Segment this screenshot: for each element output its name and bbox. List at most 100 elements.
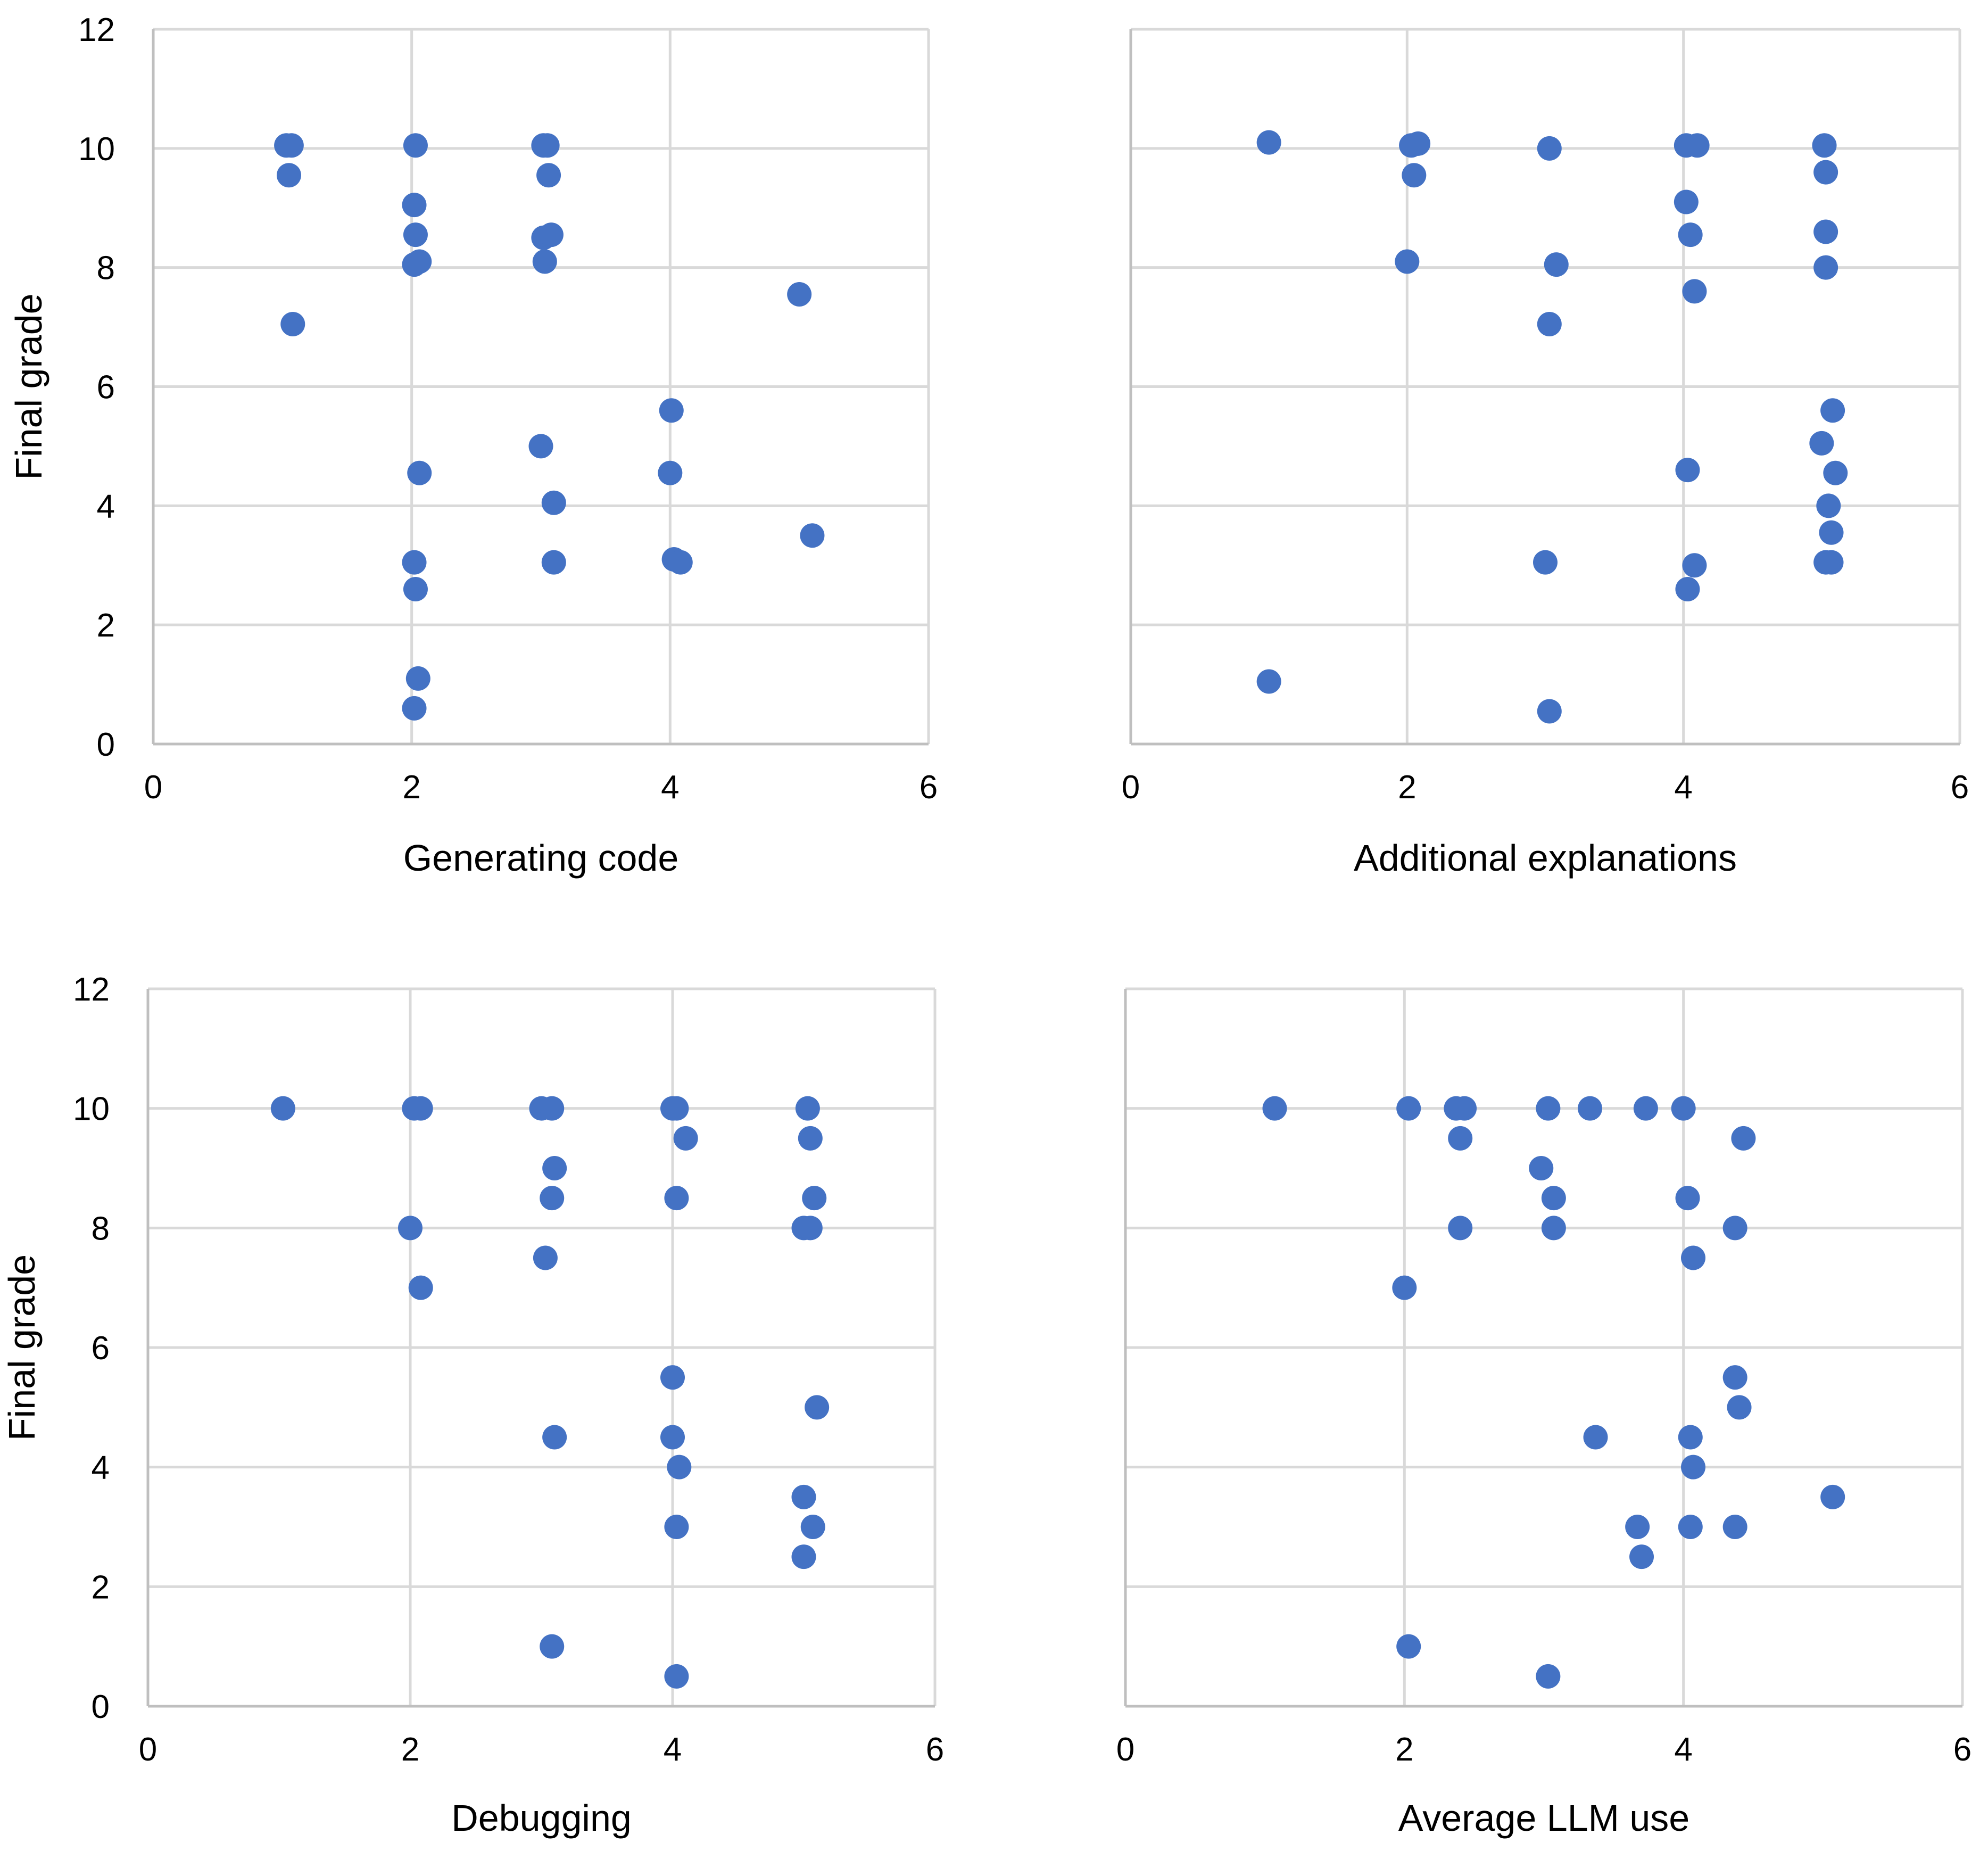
data-point [535, 133, 560, 158]
x-tick-label: 0 [1116, 1731, 1134, 1768]
data-point [1819, 550, 1844, 575]
data-point [540, 1634, 565, 1659]
x-axis-title: Additional explanations [1354, 837, 1737, 879]
data-point [540, 1186, 565, 1211]
data-point [1625, 1515, 1650, 1539]
chart-panel-2: 0 2 4 6 Additional explanations [1122, 28, 1969, 879]
data-point [791, 1544, 816, 1569]
x-tick-label: 0 [1122, 769, 1140, 806]
data-point [528, 434, 553, 459]
data-point [1681, 1455, 1706, 1480]
data-point [1448, 1216, 1473, 1241]
data-point [1678, 1425, 1703, 1450]
y-tick-label: 12 [78, 12, 115, 48]
data-point [659, 398, 684, 423]
x-tick-label: 2 [1398, 769, 1416, 806]
chart-panel-1: 0 2 4 6 0 2 4 6 8 10 12 Generating code Final grade [8, 12, 938, 879]
x-tick-label: 6 [926, 1731, 944, 1768]
x-tick-label: 4 [661, 769, 679, 806]
data-point [279, 133, 304, 158]
y-tick-label: 4 [97, 488, 115, 525]
data-point [1820, 1484, 1845, 1509]
data-point [1819, 520, 1844, 545]
data-point [1682, 553, 1707, 578]
data-point [1529, 1156, 1554, 1180]
data-point [398, 1216, 423, 1241]
data-point [1722, 1365, 1747, 1390]
data-point [1813, 219, 1838, 244]
y-tick-label: 10 [73, 1091, 110, 1128]
x-tick-label: 2 [1395, 1731, 1413, 1768]
data-point [1675, 1186, 1700, 1211]
data-point [1813, 160, 1838, 185]
data-point [1537, 699, 1562, 724]
x-axis-title: Debugging [451, 1797, 632, 1839]
data-point [664, 1186, 689, 1211]
data-point [798, 1126, 823, 1151]
data-point [660, 1365, 685, 1390]
data-point [270, 1096, 295, 1121]
data-point [1675, 577, 1700, 602]
data-point [1544, 252, 1569, 277]
data-point [660, 1425, 685, 1450]
data-point [1406, 131, 1431, 156]
data-point [541, 550, 566, 575]
data-point [1262, 1096, 1287, 1121]
data-point [1675, 458, 1700, 483]
data-point [1448, 1126, 1473, 1151]
data-point [1731, 1126, 1756, 1151]
data-point [791, 1484, 816, 1509]
data-point [540, 1096, 565, 1121]
data-point [1820, 398, 1845, 423]
data-point [1678, 222, 1703, 247]
data-point [1809, 431, 1834, 456]
data-point [664, 1664, 689, 1689]
x-tick-label: 4 [664, 1731, 682, 1768]
data-point [795, 1096, 820, 1121]
chart-panel-4: 0 2 4 6 Average LLM use [1116, 987, 1972, 1839]
data-point [1396, 1634, 1421, 1659]
data-point [1583, 1425, 1608, 1450]
data-point [533, 1245, 558, 1270]
data-point [539, 222, 564, 247]
x-tick-label: 4 [1674, 769, 1692, 806]
data-point [658, 460, 683, 485]
x-axis-title: Generating code [403, 837, 679, 879]
data-point [802, 1186, 827, 1211]
data-point [667, 1455, 692, 1480]
data-point [1533, 550, 1558, 575]
data-point [541, 490, 566, 515]
data-point [408, 1096, 433, 1121]
data-point [1671, 1096, 1696, 1121]
data-point [1681, 1245, 1706, 1270]
data-point [1402, 163, 1427, 188]
data-point [542, 1425, 567, 1450]
y-tick-label: 2 [97, 607, 115, 644]
data-point [798, 1216, 823, 1241]
x-tick-label: 2 [401, 1731, 419, 1768]
data-point [1537, 136, 1562, 161]
y-tick-label: 4 [92, 1450, 110, 1486]
x-tick-label: 2 [402, 769, 420, 806]
data-point [276, 163, 301, 188]
data-point [664, 1096, 689, 1121]
data-point [407, 249, 432, 274]
y-axis-title: Final grade [1, 1254, 43, 1441]
data-point [403, 222, 428, 247]
data-point [1722, 1216, 1747, 1241]
y-tick-label: 12 [73, 971, 110, 1008]
data-point [1256, 669, 1281, 694]
data-point [280, 311, 305, 336]
data-point [1685, 133, 1710, 158]
data-point [405, 666, 430, 691]
data-point [1392, 1275, 1417, 1300]
data-point [1629, 1544, 1654, 1569]
x-tick-label: 6 [1953, 1731, 1972, 1768]
data-point [787, 282, 812, 307]
data-point [664, 1515, 689, 1539]
data-point [1536, 1096, 1561, 1121]
data-point [1541, 1186, 1566, 1211]
data-point [408, 1275, 433, 1300]
data-point [1682, 279, 1707, 304]
